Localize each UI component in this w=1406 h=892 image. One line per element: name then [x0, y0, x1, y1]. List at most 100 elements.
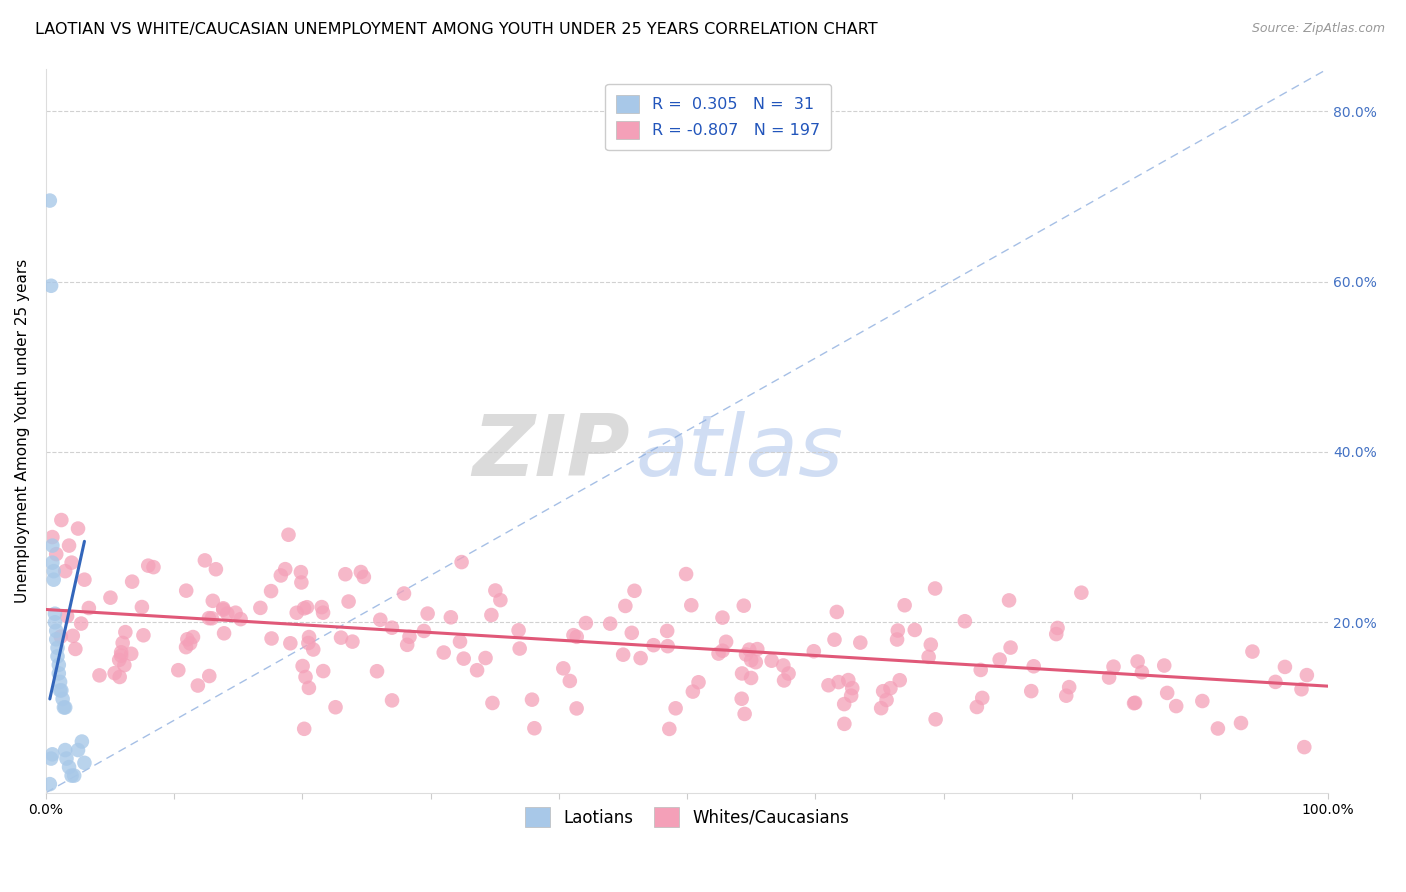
Point — [342, 634, 364, 648]
Point — [1206, 722, 1229, 736]
Point — [658, 722, 681, 736]
Point — [817, 678, 839, 692]
Point — [1191, 694, 1213, 708]
Point — [740, 653, 762, 667]
Point — [77, 601, 100, 615]
Point — [872, 684, 894, 698]
Point — [89, 668, 111, 682]
Point — [73, 573, 96, 587]
Point — [489, 593, 512, 607]
Point — [839, 689, 862, 703]
Point — [260, 584, 283, 599]
Point — [368, 613, 391, 627]
Point — [681, 599, 703, 613]
Point — [714, 634, 737, 648]
Point — [440, 610, 463, 624]
Point — [665, 701, 688, 715]
Point — [42, 564, 65, 578]
Text: atlas: atlas — [636, 411, 844, 494]
Point — [450, 555, 472, 569]
Point — [366, 664, 388, 678]
Point — [453, 651, 475, 665]
Point — [657, 639, 679, 653]
Point — [825, 605, 848, 619]
Point — [398, 630, 420, 644]
Point — [325, 700, 347, 714]
Point — [449, 634, 471, 648]
Point — [58, 760, 80, 774]
Point — [337, 594, 360, 608]
Point — [841, 681, 863, 695]
Point — [187, 679, 209, 693]
Point — [904, 623, 927, 637]
Point — [707, 647, 730, 661]
Point — [65, 642, 87, 657]
Point — [280, 636, 302, 650]
Point — [643, 638, 665, 652]
Point — [111, 636, 134, 650]
Point — [212, 603, 235, 617]
Point — [41, 556, 63, 570]
Point — [998, 593, 1021, 607]
Text: Source: ZipAtlas.com: Source: ZipAtlas.com — [1251, 22, 1385, 36]
Point — [1126, 655, 1149, 669]
Point — [48, 666, 70, 681]
Point — [48, 657, 70, 672]
Point — [630, 651, 652, 665]
Legend: Laotians, Whites/Caucasians: Laotians, Whites/Caucasians — [517, 799, 858, 835]
Point — [392, 586, 415, 600]
Point — [1046, 621, 1069, 635]
Point — [270, 568, 292, 582]
Point — [66, 743, 89, 757]
Point — [1102, 659, 1125, 673]
Point — [972, 690, 994, 705]
Point — [1123, 696, 1146, 710]
Point — [1098, 671, 1121, 685]
Point — [509, 641, 531, 656]
Point — [1022, 659, 1045, 673]
Point — [953, 614, 976, 628]
Point — [66, 522, 89, 536]
Point — [1070, 585, 1092, 599]
Point — [350, 565, 373, 579]
Point — [56, 609, 79, 624]
Point — [988, 652, 1011, 666]
Point — [114, 625, 136, 640]
Point — [249, 600, 271, 615]
Point — [413, 624, 436, 638]
Point — [893, 599, 915, 613]
Point — [60, 556, 83, 570]
Point — [44, 615, 66, 630]
Point — [41, 530, 63, 544]
Point — [49, 674, 72, 689]
Point — [761, 654, 783, 668]
Point — [731, 666, 754, 681]
Point — [295, 600, 318, 615]
Point — [108, 670, 131, 684]
Point — [733, 599, 755, 613]
Point — [52, 692, 75, 706]
Point — [63, 769, 86, 783]
Point — [44, 607, 66, 621]
Point — [870, 701, 893, 715]
Point — [773, 673, 796, 688]
Point — [747, 642, 769, 657]
Point — [41, 539, 63, 553]
Point — [886, 632, 908, 647]
Point — [260, 632, 283, 646]
Point — [298, 630, 321, 644]
Point — [924, 582, 946, 596]
Point — [51, 683, 73, 698]
Point — [229, 612, 252, 626]
Point — [297, 636, 319, 650]
Point — [205, 562, 228, 576]
Point — [292, 601, 315, 615]
Point — [52, 700, 75, 714]
Point — [39, 751, 62, 765]
Point — [120, 647, 142, 661]
Point — [734, 706, 756, 721]
Point — [201, 594, 224, 608]
Point — [330, 631, 353, 645]
Point — [225, 606, 247, 620]
Point — [1274, 660, 1296, 674]
